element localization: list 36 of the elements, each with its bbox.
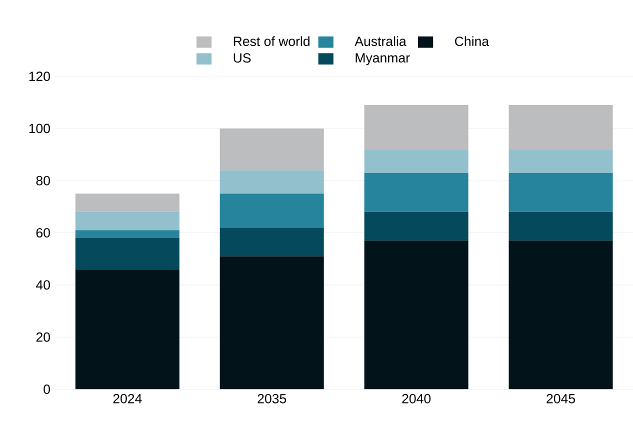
bar bbox=[220, 128, 324, 170]
legend-label: China bbox=[455, 36, 490, 46]
bar bbox=[75, 238, 180, 270]
y-tick-label: 40 bbox=[36, 280, 50, 290]
legend-label: Australia bbox=[354, 36, 406, 46]
y-tick-label: 0 bbox=[44, 384, 50, 394]
y-tick-label: 20 bbox=[36, 332, 50, 342]
bar bbox=[508, 240, 613, 390]
bar bbox=[75, 194, 180, 212]
x-tick-label: 2040 bbox=[402, 394, 431, 404]
bar bbox=[508, 149, 613, 173]
bar bbox=[75, 212, 180, 230]
bar bbox=[364, 172, 468, 212]
bar bbox=[75, 230, 180, 238]
legend-label: US bbox=[234, 53, 251, 63]
legend-label: Rest of world bbox=[234, 36, 310, 46]
x-tick-label: 2035 bbox=[258, 394, 286, 404]
bar bbox=[508, 212, 613, 241]
bar bbox=[220, 194, 324, 228]
bar bbox=[364, 240, 468, 390]
bar bbox=[364, 104, 468, 150]
legend-label: Myanmar bbox=[356, 53, 410, 66]
bar bbox=[75, 269, 180, 390]
x-tick-label: 2024 bbox=[113, 394, 142, 404]
bar bbox=[364, 212, 468, 241]
bar bbox=[508, 104, 613, 150]
x-tick-label: 2045 bbox=[546, 394, 575, 404]
y-tick-label: 60 bbox=[36, 228, 50, 238]
bar bbox=[364, 149, 468, 173]
bar bbox=[220, 170, 324, 194]
bar bbox=[220, 228, 324, 256]
y-tick-label: 80 bbox=[36, 176, 50, 186]
bar bbox=[220, 256, 324, 390]
bar bbox=[508, 172, 613, 212]
y-tick-label: 100 bbox=[29, 124, 50, 134]
y-tick-label: 120 bbox=[29, 72, 50, 81]
